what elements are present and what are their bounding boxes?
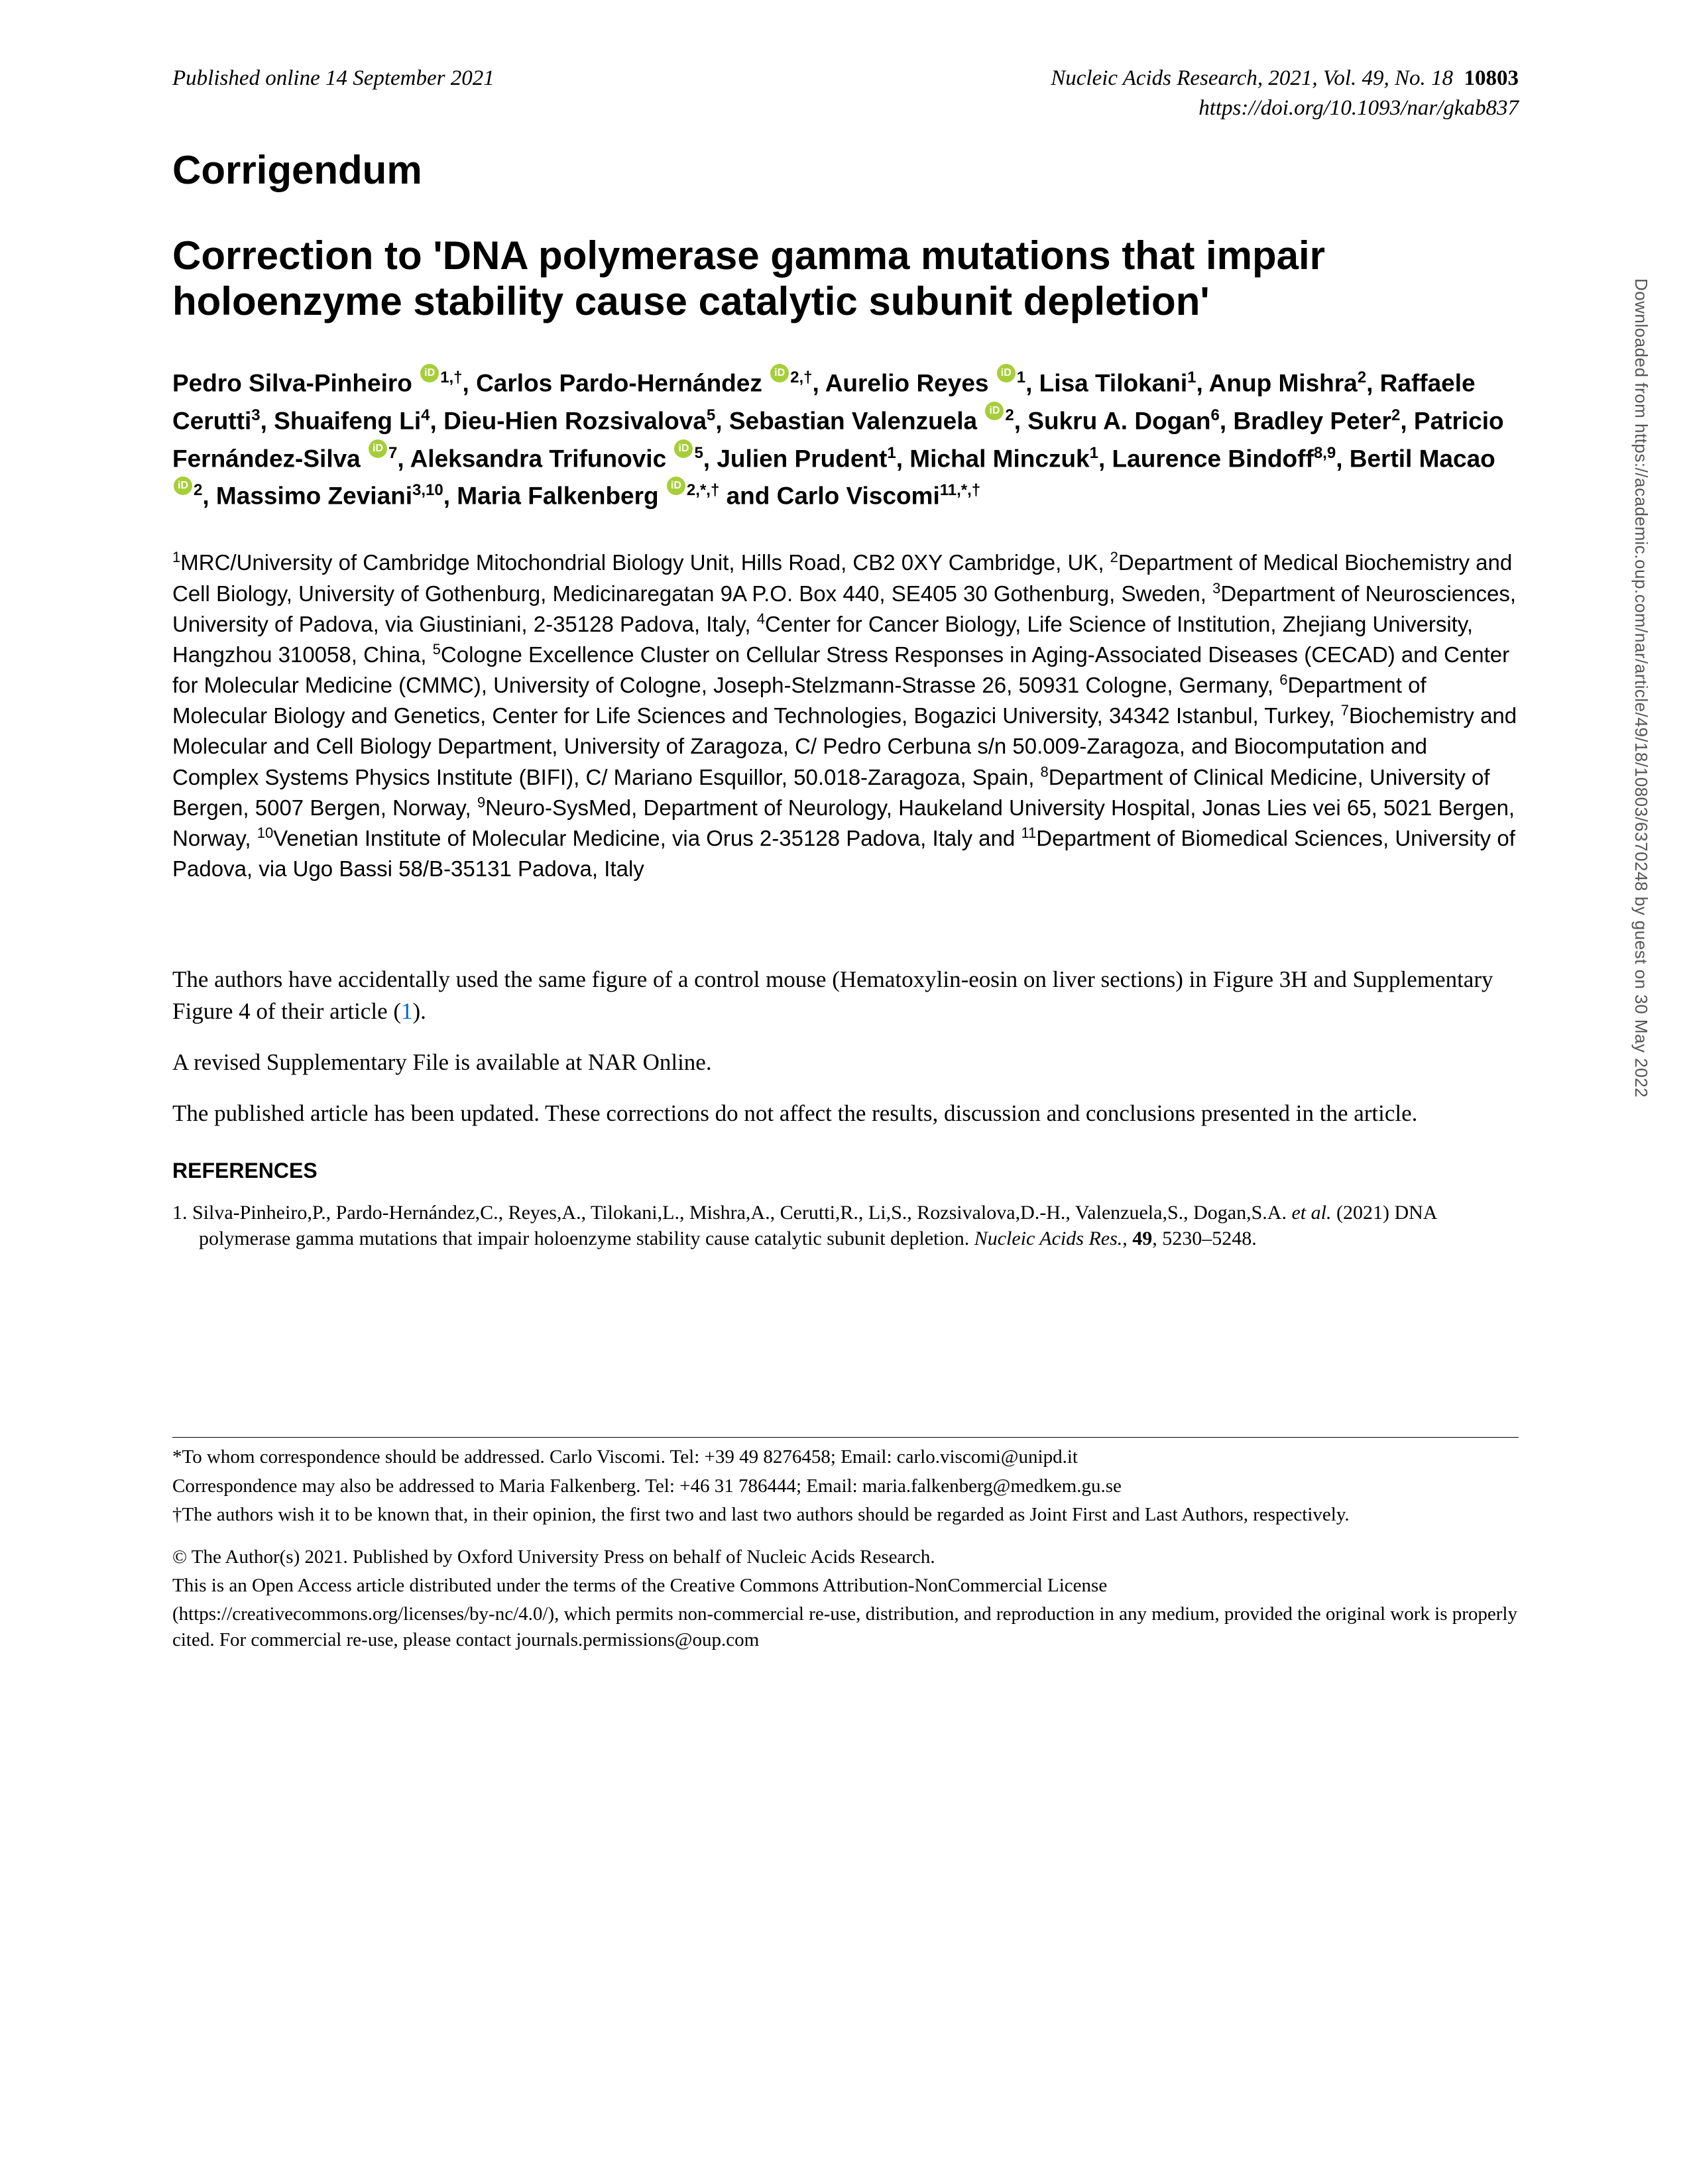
body-paragraph-2: A revised Supplementary File is availabl… — [172, 1047, 1519, 1078]
orcid-icon[interactable] — [420, 364, 439, 382]
correspondence-footnote-1: *To whom correspondence should be addres… — [172, 1444, 1519, 1470]
body-paragraph-1: The authors have accidentally used the s… — [172, 964, 1519, 1027]
running-header: Published online 14 September 2021 Nucle… — [172, 66, 1519, 91]
citation-link-1[interactable]: 1 — [401, 998, 413, 1024]
orcid-icon[interactable] — [985, 402, 1004, 420]
license-line-1: This is an Open Access article distribut… — [172, 1573, 1519, 1599]
orcid-icon[interactable] — [369, 439, 387, 458]
orcid-icon[interactable] — [997, 364, 1016, 382]
orcid-icon[interactable] — [667, 477, 685, 495]
download-watermark: Downloaded from https://academic.oup.com… — [1631, 278, 1651, 1538]
copyright-line: © The Author(s) 2021. Published by Oxfor… — [172, 1544, 1519, 1570]
author-list: Pedro Silva-Pinheiro 1,†, Carlos Pardo-H… — [172, 364, 1519, 514]
license-line-2: (https://creativecommons.org/licenses/by… — [172, 1601, 1519, 1653]
journal-info: Nucleic Acids Research, 2021, Vol. 49, N… — [1051, 66, 1519, 91]
orcid-icon[interactable] — [770, 364, 789, 382]
footnotes-block: *To whom correspondence should be addres… — [172, 1444, 1519, 1527]
footnote-separator — [172, 1437, 1519, 1438]
copyright-block: © The Author(s) 2021. Published by Oxfor… — [172, 1544, 1519, 1654]
doi-link[interactable]: https://doi.org/10.1093/nar/gkab837 — [172, 96, 1519, 121]
reference-item-1: 1. Silva-Pinheiro,P., Pardo-Hernández,C.… — [172, 1200, 1519, 1251]
orcid-icon[interactable] — [674, 439, 693, 458]
page-number: 10803 — [1464, 66, 1519, 90]
article-type: Corrigendum — [172, 147, 1519, 193]
correspondence-footnote-2: Correspondence may also be addressed to … — [172, 1473, 1519, 1499]
body-paragraph-3: The published article has been updated. … — [172, 1098, 1519, 1129]
journal-citation: Nucleic Acids Research, 2021, Vol. 49, N… — [1051, 66, 1453, 90]
article-title: Correction to 'DNA polymerase gamma muta… — [172, 233, 1519, 324]
affiliation-list: 1MRC/University of Cambridge Mitochondri… — [172, 547, 1519, 884]
published-date: Published online 14 September 2021 — [172, 66, 495, 91]
orcid-icon[interactable] — [174, 477, 192, 495]
references-heading: REFERENCES — [172, 1159, 1519, 1183]
author-contribution-footnote: †The authors wish it to be known that, i… — [172, 1502, 1519, 1528]
